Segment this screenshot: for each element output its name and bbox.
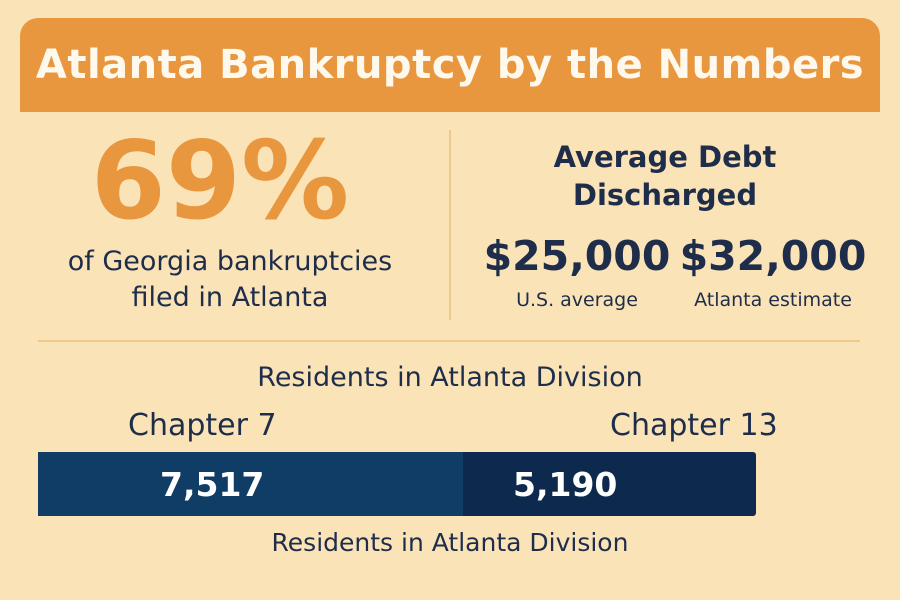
chapter-13-label: Chapter 13 (610, 408, 778, 443)
page-title: Atlanta Bankruptcy by the Numbers (35, 42, 865, 88)
atlanta-estimate-debt: $32,000 (679, 232, 867, 280)
chapter-7-label: Chapter 7 (128, 408, 277, 443)
title-banner: Atlanta Bankruptcy by the Numbers (20, 18, 880, 112)
vertical-divider (449, 130, 451, 320)
us-average-label: U.S. average (516, 289, 638, 311)
us-average-debt: $25,000 (483, 232, 671, 280)
residents-caption: Residents in Atlanta Division (271, 528, 629, 557)
atlanta-share-caption: of Georgia bankruptcies filed in Atlanta (67, 246, 393, 313)
chapter-13-bar: 5,190 (463, 452, 756, 516)
chapter-13-value: 5,190 (513, 464, 618, 504)
residents-stacked-bar: 7,517 5,190 (38, 452, 756, 516)
debt-heading: Average Debt Discharged (553, 140, 777, 212)
residents-section-title: Residents in Atlanta Division (257, 362, 643, 393)
chapter-7-bar: 7,517 (38, 452, 463, 516)
chapter-7-value: 7,517 (160, 464, 265, 504)
atlanta-estimate-label: Atlanta estimate (694, 289, 852, 311)
horizontal-divider (38, 340, 860, 342)
atlanta-share-percent: 69% (90, 119, 350, 244)
